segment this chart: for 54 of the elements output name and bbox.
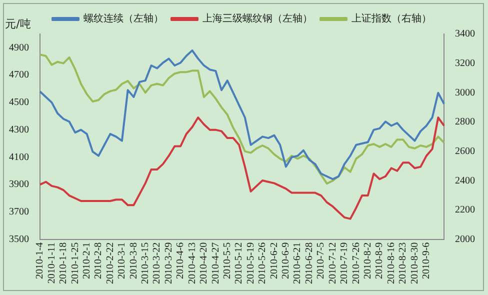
- x-tick-label: 2010-1-4: [34, 242, 46, 280]
- x-tick-label: 2010-8-16: [386, 242, 397, 284]
- x-tick-label: 2010-8-30: [409, 242, 420, 284]
- y2-tick-label: 3000: [455, 87, 475, 98]
- y-tick-label: 4900: [9, 42, 29, 54]
- x-tick-label: 2010-3-8: [128, 242, 140, 280]
- y-tick-label: 3500: [9, 234, 29, 245]
- x-tick-label: 2010-8-23: [398, 242, 409, 284]
- x-tick-label: 2010-5-19: [245, 242, 256, 284]
- y-axis-title: 元/吨: [5, 17, 31, 30]
- x-tick-label: 2010-3-15: [140, 242, 152, 284]
- y2-tick-label: 3200: [455, 58, 475, 69]
- x-tick-label: 2010-7-5: [316, 242, 327, 280]
- x-tick-label: 2010-3-29: [163, 242, 174, 284]
- y-tick-label: 4300: [9, 124, 29, 136]
- y2-tick-label: 2000: [455, 234, 475, 245]
- x-tick-label: 2010-5-5: [222, 242, 233, 280]
- x-tick-label: 2010-8-9: [374, 242, 386, 280]
- x-tick-label: 2010-2-1: [81, 242, 92, 280]
- x-tick-label: 2010-6-9: [280, 242, 292, 280]
- x-tick-label: 2010-6-28: [304, 242, 315, 284]
- x-tick-label: 2010-4-6: [175, 242, 186, 280]
- y2-tick-label: 2800: [455, 116, 475, 128]
- y-tick-label: 3700: [9, 206, 29, 218]
- x-tick-label: 2010-1-25: [70, 242, 81, 284]
- x-tick-label: 2010-3-1: [116, 242, 128, 280]
- legend-label: 上海三级螺纹钢（左轴）: [202, 12, 312, 25]
- y-tick-label: 4500: [9, 97, 29, 108]
- x-tick-label: 2010-5-26: [257, 242, 268, 284]
- x-tick-label: 2010-2-8: [93, 242, 104, 280]
- x-tick-label: 2010-3-22: [152, 242, 163, 284]
- y-tick-label: 4700: [9, 70, 29, 81]
- y2-tick-label: 2200: [455, 204, 475, 216]
- y-tick-label: 3900: [9, 179, 29, 190]
- x-tick-label: 2010-4-27: [210, 242, 222, 284]
- x-tick-label: 2010-4-13: [186, 242, 198, 284]
- x-tick-label: 2010-9-6: [421, 242, 432, 280]
- y2-tick-label: 3400: [455, 28, 475, 40]
- x-tick-label: 2010-1-11: [46, 242, 58, 284]
- y-tick-label: 4100: [9, 152, 29, 163]
- legend-label: 螺纹连续（左轴）: [84, 12, 164, 25]
- x-tick-label: 2010-7-12: [327, 242, 338, 284]
- x-tick-label: 2010-6-21: [292, 242, 304, 284]
- x-tick-label: 2010-4-20: [198, 242, 210, 284]
- y2-tick-label: 2400: [455, 175, 475, 186]
- x-tick-label: 2010-6-2: [268, 242, 280, 280]
- x-tick-label: 2010-7-26: [350, 242, 362, 284]
- x-tick-label: 2010-1-18: [58, 242, 70, 284]
- x-tick-label: 2010-7-19: [339, 242, 350, 284]
- legend-label: 上证指数（右轴）: [352, 12, 432, 25]
- y2-tick-label: 2600: [455, 146, 475, 157]
- x-tick-label: 2010-5-12: [234, 242, 245, 284]
- x-tick-label: 2010-8-2: [362, 242, 374, 280]
- x-tick-label: 2010-2-22: [104, 242, 116, 284]
